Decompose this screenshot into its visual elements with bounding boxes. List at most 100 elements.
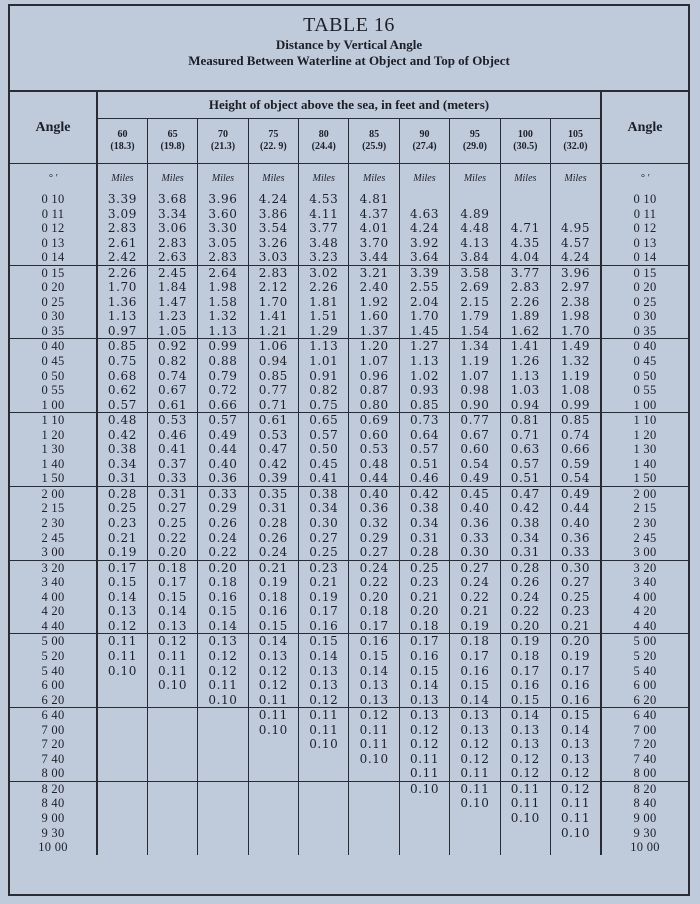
distance-cell: 1.13 (197, 323, 249, 339)
distance-cell: 1.47 (146, 294, 198, 310)
unit-label: Miles (146, 163, 198, 192)
distance-cell: 4.37 (348, 206, 400, 222)
distance-cell: 0.61 (247, 412, 299, 428)
distance-cell: 0.21 (247, 559, 299, 576)
distance-cell: 0.20 (398, 604, 450, 619)
distance-cell: 3.09 (95, 206, 148, 222)
column-heading: 85 (25.9) (348, 118, 400, 164)
distance-cell (146, 766, 198, 782)
distance-cell: 1.54 (449, 323, 501, 339)
distance-cell (348, 825, 400, 841)
angle-cell-left: 0 12 (41, 221, 65, 236)
angle-cell-left: 0 40 (10, 338, 97, 355)
height-meters: (30.5) (513, 141, 538, 152)
distance-cell: 2.83 (146, 235, 198, 251)
angle-cell-right: 8 40 (600, 796, 688, 811)
distance-cell: 4.48 (449, 221, 501, 236)
distance-cell: 0.31 (95, 471, 148, 487)
distance-cell: 0.15 (499, 692, 551, 708)
distance-cell: 0.11 (146, 663, 198, 679)
distance-cell: 0.12 (499, 751, 551, 767)
distance-cell: 4.53 (298, 192, 349, 207)
distance-cell (499, 825, 551, 841)
angle-cell-left: 2 00 (10, 485, 97, 502)
table-row: 4 00 0.14 0.15 0.16 0.18 0.19 0.20 0.21 0.22 0.24… (10, 589, 688, 605)
distance-cell: 0.40 (197, 456, 249, 472)
distance-cell: 0.57 (499, 456, 551, 472)
distance-cell: 2.97 (550, 280, 601, 295)
distance-cell: 0.42 (95, 427, 148, 443)
height-meters: (27.4) (412, 141, 437, 152)
distance-cell: 1.62 (499, 323, 551, 339)
distance-cell: 0.28 (247, 516, 299, 531)
distance-cell: 0.14 (247, 633, 299, 649)
distance-cell: 0.40 (348, 485, 400, 502)
angle-cell-left: 2 15 (41, 501, 65, 516)
distance-cell: 2.83 (247, 264, 299, 281)
distance-cell: 2.63 (146, 250, 198, 266)
distance-cell: 0.38 (499, 516, 551, 531)
distance-cell: 0.49 (449, 471, 501, 487)
distance-cell: 0.57 (398, 442, 450, 457)
distance-cell (146, 796, 198, 811)
table-row: 8 20 0.10 0.11 0.11 0.12 8 20 (10, 780, 688, 797)
distance-cell (298, 825, 349, 841)
distance-cell: 1.29 (298, 323, 349, 339)
distance-cell: 0.94 (499, 397, 551, 413)
distance-cell: 3.39 (398, 264, 450, 281)
distance-cell (247, 766, 299, 782)
table-subtitle-2: Measured Between Waterline at Object and… (188, 53, 510, 68)
distance-cell: 0.11 (398, 751, 450, 767)
distance-cell (398, 840, 450, 855)
distance-cell: 0.36 (449, 516, 501, 531)
angle-cell-right: 0 50 (600, 368, 688, 384)
unit-label: Miles (197, 163, 249, 192)
distance-cell (247, 825, 299, 841)
distance-cell: 0.33 (197, 485, 249, 502)
angle-cell-right: 0 11 (600, 206, 688, 222)
distance-cell (197, 751, 249, 767)
unit-row: ° ′ Miles Miles Miles Miles Miles Miles Miles Mi… (10, 163, 688, 192)
angle-cell-left: 0 15 (10, 264, 97, 281)
distance-cell: 0.27 (348, 545, 400, 561)
table-row: 2 15 0.25 0.27 0.29 0.31 0.34 0.36 0.38 0.40 0.42… (10, 501, 688, 517)
distance-cell: 0.13 (298, 663, 349, 679)
distance-cell: 0.15 (449, 678, 501, 693)
distance-cell: 0.11 (95, 648, 148, 664)
distance-cell: 0.73 (398, 412, 450, 428)
distance-cell: 0.23 (550, 604, 601, 619)
distance-cell: 0.47 (247, 442, 299, 457)
distance-cell: 0.18 (499, 648, 551, 664)
distance-cell: 0.53 (247, 427, 299, 443)
distance-cell: 4.24 (247, 192, 299, 207)
distance-cell (247, 737, 299, 752)
angle-cell-right: 4 40 (600, 618, 688, 634)
angle-cell-left: 7 40 (41, 751, 65, 766)
distance-cell: 0.17 (550, 663, 601, 679)
distance-cell: 1.45 (398, 323, 450, 339)
distance-cell: 0.38 (398, 501, 450, 517)
distance-cell (95, 840, 148, 855)
distance-cell (449, 840, 501, 855)
angle-cell-right: 2 15 (600, 501, 688, 517)
height-meters: (22. 9) (260, 141, 287, 152)
distance-cell: 0.16 (398, 648, 450, 664)
distance-cell: 0.13 (499, 722, 551, 738)
distance-cell (550, 192, 601, 207)
distance-cell: 0.75 (298, 397, 349, 413)
distance-cell (95, 678, 148, 693)
distance-cell: 0.57 (95, 397, 148, 413)
distance-cell: 0.38 (95, 442, 148, 457)
distance-cell: 0.13 (247, 648, 299, 664)
angle-cell-left: 0 14 (41, 250, 65, 265)
angle-cell-right: 0 45 (600, 354, 688, 369)
angle-cell-right: 0 40 (600, 338, 688, 355)
distance-cell: 0.10 (197, 692, 249, 708)
distance-cell: 0.31 (398, 530, 450, 546)
distance-cell: 0.34 (398, 516, 450, 531)
distance-cell: 0.36 (197, 471, 249, 487)
height-meters: (21.3) (210, 141, 236, 152)
distance-cell: 1.70 (95, 280, 148, 295)
distance-cell: 0.60 (348, 427, 400, 443)
table-row: 8 00 0.11 0.11 0.12 0.12 8 00 (10, 766, 688, 782)
